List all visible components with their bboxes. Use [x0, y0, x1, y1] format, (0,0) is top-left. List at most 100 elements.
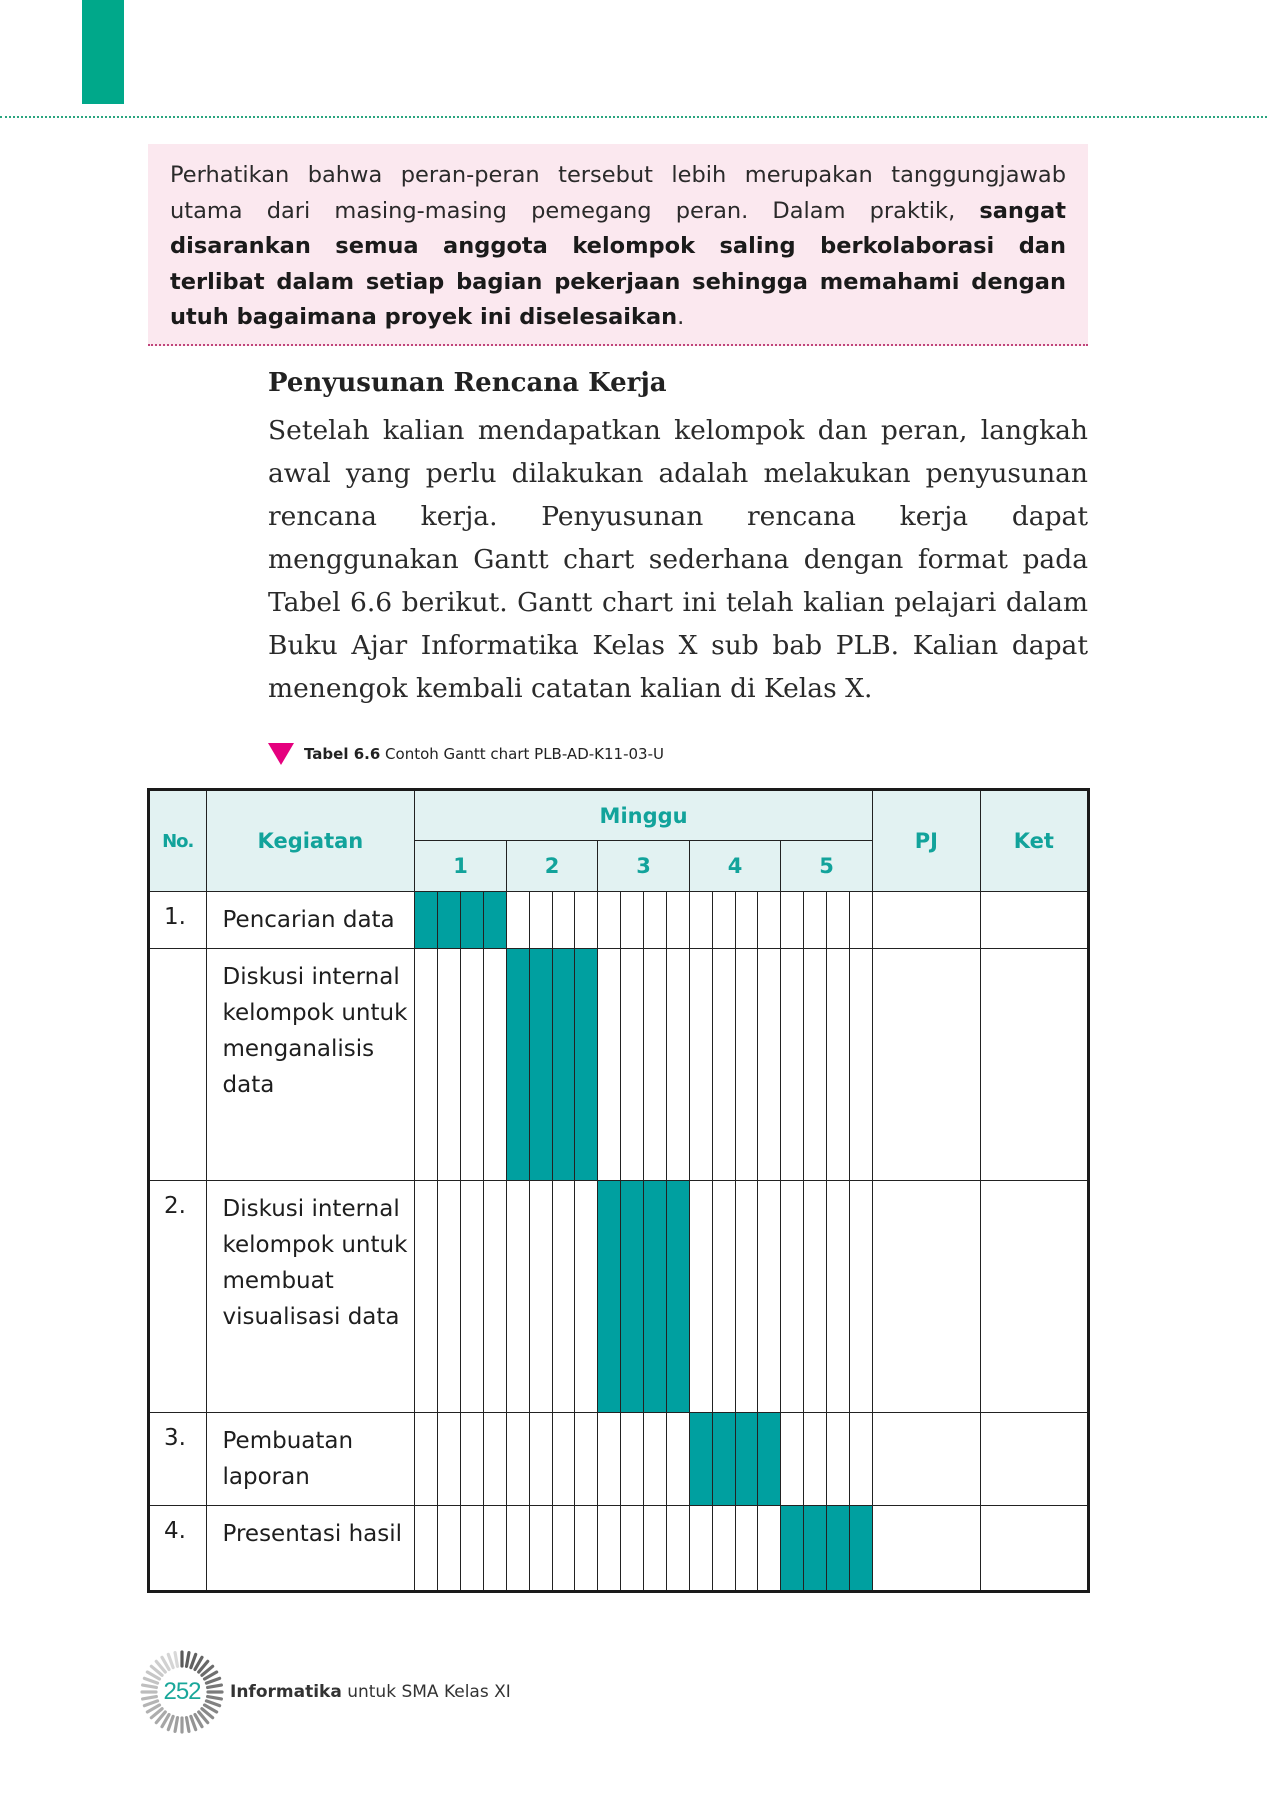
table-row: 2. Diskusi internal kelompok untuk membua… [148, 1180, 1090, 1413]
ket-cell [979, 1412, 1090, 1506]
gantt-day-cell [437, 1505, 462, 1592]
gantt-day-cell [414, 1412, 439, 1506]
gantt-day-cell [460, 1180, 484, 1413]
gantt-day-cell [734, 891, 759, 949]
activity-name: Pembuatan laporan [205, 1412, 416, 1506]
sunburst-icon [140, 1650, 224, 1734]
gantt-bar-cell [528, 948, 553, 1181]
gantt-day-cell [437, 1180, 462, 1413]
header-divider [0, 116, 1267, 118]
activity-name: Presentasi hasil [205, 1505, 416, 1592]
gantt-day-cell [780, 1180, 805, 1413]
gantt-bar-cell [437, 891, 462, 949]
gantt-bar-cell [734, 1412, 759, 1506]
gantt-day-cell [597, 1412, 622, 1506]
gantt-day-cell [551, 1180, 576, 1413]
note-end: . [677, 304, 685, 330]
ket-cell [979, 1505, 1090, 1592]
table-row: Diskusi internal kelompok untuk menganal… [148, 948, 1090, 1181]
header-row-top: No. Kegiatan Minggu PJ Ket [148, 789, 1090, 892]
header-no: No. [148, 789, 207, 892]
gantt-day-cell [597, 1505, 622, 1592]
gantt-day-cell [803, 891, 828, 949]
gantt-day-cell [757, 1180, 782, 1413]
gantt-day-cell [780, 1412, 805, 1506]
note-box: Perhatikan bahwa peran-peran tersebut le… [148, 144, 1088, 346]
ket-cell [979, 1180, 1090, 1413]
gantt-day-cell [414, 948, 439, 1181]
gantt-day-cell [688, 948, 713, 1181]
gantt-day-cell [437, 948, 462, 1181]
gantt-day-cell [826, 1412, 850, 1506]
gantt-bar-cell [505, 948, 530, 1181]
note-paragraph: Perhatikan bahwa peran-peran tersebut le… [170, 158, 1066, 336]
gantt-bar-cell [803, 1505, 828, 1592]
gantt-day-cell [665, 948, 690, 1181]
gantt-day-cell [482, 1180, 507, 1413]
header-kegiatan: Kegiatan [205, 789, 416, 892]
gantt-day-cell [688, 1180, 713, 1413]
gantt-day-cell [734, 948, 759, 1181]
gantt-bar-cell [688, 1412, 713, 1506]
caption-description: Contoh Gantt chart PLB-AD-K11-03-U [380, 745, 664, 763]
gantt-day-cell [460, 1412, 484, 1506]
row-number [148, 948, 207, 1181]
gantt-day-cell [848, 1180, 873, 1413]
gantt-day-cell [734, 1180, 759, 1413]
row-number: 4. [148, 1505, 207, 1592]
caption-label: Tabel 6.6 [304, 745, 381, 763]
gantt-bar-cell [665, 1180, 690, 1413]
gantt-day-cell [460, 948, 484, 1181]
note-emphasis: sangat disarankan semua anggota kelompok… [170, 197, 1066, 331]
book-title: Informatika untuk SMA Kelas XI [230, 1682, 511, 1702]
gantt-day-cell [482, 1412, 507, 1506]
gantt-day-cell [665, 1505, 690, 1592]
gantt-day-cell [528, 1412, 553, 1506]
pj-cell [871, 1412, 981, 1506]
gantt-day-cell [826, 891, 850, 949]
gantt-day-cell [711, 1180, 736, 1413]
gantt-day-cell [665, 891, 690, 949]
gantt-day-cell [574, 891, 599, 949]
gantt-day-cell [597, 891, 622, 949]
row-number: 1. [148, 891, 207, 949]
page-footer: 252 Informatika untuk SMA Kelas XI [140, 1650, 511, 1734]
gantt-bar-cell [757, 1412, 782, 1506]
gantt-day-cell [848, 891, 873, 949]
header-week-5: 5 [780, 840, 873, 892]
gantt-bar-cell [643, 1180, 667, 1413]
gantt-day-cell [620, 948, 645, 1181]
gantt-day-cell [711, 948, 736, 1181]
pj-cell [871, 948, 981, 1181]
triangle-down-icon [268, 743, 294, 765]
gantt-day-cell [643, 1505, 667, 1592]
gantt-day-cell [620, 891, 645, 949]
note-text: Perhatikan bahwa peran-peran tersebut le… [170, 162, 1066, 224]
gantt-day-cell [620, 1412, 645, 1506]
table-row: 1. Pencarian data [148, 891, 1090, 949]
table-row: 3. Pembuatan laporan [148, 1412, 1090, 1506]
chapter-tab-marker [82, 0, 124, 104]
gantt-day-cell [848, 1412, 873, 1506]
gantt-day-cell [826, 948, 850, 1181]
header-pj: PJ [871, 789, 981, 892]
gantt-day-cell [574, 1505, 599, 1592]
ket-cell [979, 948, 1090, 1181]
header-week-3: 3 [597, 840, 690, 892]
gantt-day-cell [688, 891, 713, 949]
gantt-day-cell [688, 1505, 713, 1592]
activity-name: Diskusi internal kelompok untuk menganal… [205, 948, 416, 1181]
gantt-day-cell [505, 891, 530, 949]
book-title-rest: untuk SMA Kelas XI [341, 1682, 511, 1702]
gantt-day-cell [505, 1180, 530, 1413]
gantt-bar-cell [780, 1505, 805, 1592]
header-minggu: Minggu [414, 789, 873, 841]
gantt-day-cell [505, 1505, 530, 1592]
pj-cell [871, 1180, 981, 1413]
row-number: 3. [148, 1412, 207, 1506]
gantt-table: No. Kegiatan Minggu PJ Ket 1 2 3 4 5 1. P… [147, 788, 1090, 1593]
gantt-day-cell [528, 1505, 553, 1592]
gantt-day-cell [780, 891, 805, 949]
gantt-day-cell [848, 948, 873, 1181]
pj-cell [871, 1505, 981, 1592]
